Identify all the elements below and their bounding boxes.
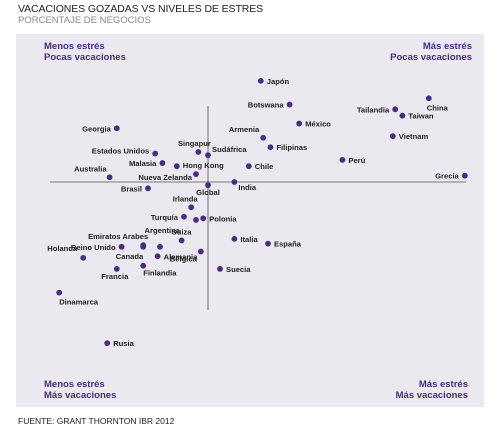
point-taiwan	[399, 112, 406, 119]
point-filipinas	[267, 144, 274, 151]
point-georgia	[113, 125, 120, 132]
point-label-suiza: Suiza	[172, 227, 193, 236]
point-label-botswana: Botswana	[248, 101, 285, 110]
point-estados-unidos	[152, 150, 159, 157]
point-label-finlandia: Finlandia	[143, 269, 177, 278]
point-mexico	[296, 120, 303, 127]
quadrant-label-top-right: Más estrés	[423, 41, 472, 52]
point-label-turquia: Turquía	[151, 213, 179, 222]
point-peru	[339, 156, 346, 163]
point-argentina	[193, 217, 199, 223]
point-singapur	[195, 149, 202, 155]
point-label-singapur: Singapur	[178, 139, 211, 148]
point-label-irlanda: Irlanda	[173, 194, 199, 203]
point-francia	[113, 266, 120, 272]
point-irlanda	[188, 204, 195, 211]
point-italia	[231, 235, 238, 242]
point-label-chile: Chile	[255, 162, 274, 171]
point-label-argentina: Argentina	[145, 226, 181, 235]
point-label-vietnam: Vietnam	[399, 132, 429, 141]
quadrant-label-top-right: Pocas vacaciones	[390, 52, 472, 63]
point-finlandia	[140, 262, 147, 269]
point-turquia	[181, 213, 187, 220]
data-points: Japón Botswana China Tailandia Taiwan Armenia…	[47, 77, 468, 348]
point-malasia	[159, 160, 166, 166]
point-label-espana: España	[274, 240, 302, 249]
quadrant-label-bottom-right: Más vacaciones	[396, 390, 468, 401]
point-hong-kong	[173, 163, 180, 170]
point-label-filipinas: Filipinas	[276, 143, 307, 152]
point-label-rusia: Rusia	[113, 339, 134, 348]
point-label-francia: Francia	[101, 272, 129, 281]
point-polonia	[200, 215, 207, 222]
point-suiza	[178, 237, 185, 244]
point-japon	[257, 77, 264, 84]
point-dinamarca	[56, 289, 63, 296]
point-label-armenia: Armenia	[229, 125, 260, 134]
point-label-belgica-2: Bélgica	[170, 255, 198, 264]
point-label-georgia: Georgia	[82, 124, 111, 133]
point-label-alemania: Alemania	[164, 252, 199, 261]
point-label-brasil: Brasil	[121, 184, 142, 193]
point-label-tailandia: Tailandia	[357, 105, 390, 114]
point-label-hong-kong: Hong Kong	[183, 161, 224, 170]
point-label-dinamarca: Dinamarca	[59, 298, 99, 307]
point-canada	[140, 243, 147, 250]
point-tailandia	[392, 106, 399, 113]
point-grecia	[461, 172, 468, 179]
point-suecia	[217, 266, 223, 272]
source-note: FUENTE: GRANT THORNTON IBR 2012	[18, 416, 175, 426]
point-armenia	[260, 134, 267, 141]
point-label-mexico: México	[305, 120, 331, 129]
point-label-china: China	[427, 103, 449, 112]
chart-panel: Menos estrés Pocas vacaciones Más estrés Po…	[16, 34, 484, 407]
point-label-malasia: Malasia	[129, 159, 157, 168]
point-label-global: Global	[196, 188, 220, 197]
point-label-india: India	[238, 183, 256, 192]
point-vietnam	[389, 133, 396, 140]
point-holanda	[80, 254, 87, 261]
point-label-grecia: Grecia	[435, 172, 459, 181]
point-nueva-zelanda	[193, 171, 199, 178]
point-global	[205, 182, 211, 189]
point-label-suecia: Suecia	[226, 265, 251, 274]
point-label-australia: Australia	[74, 164, 107, 173]
quadrant-label-top-left: Pocas vacaciones	[44, 52, 126, 63]
point-brasil	[145, 185, 151, 192]
chart-subtitle: PORCENTAJE DE NEGOCIOS	[18, 15, 151, 26]
point-label-canada: Canada	[116, 252, 144, 261]
point-label-japon: Japón	[267, 77, 290, 86]
point-espana	[265, 240, 271, 247]
point-india	[231, 179, 238, 185]
point-label-peru: Perú	[348, 156, 365, 165]
point-chile	[245, 163, 252, 170]
point-botswana	[286, 101, 293, 108]
point-sudafrica	[205, 152, 211, 159]
chart-title: VACACIONES GOZADAS VS NIVELES DE ESTRES	[18, 3, 264, 15]
point-reino-unido	[118, 243, 125, 250]
point-australia	[106, 174, 113, 181]
point-label-nueva-zelanda: Nueva Zelanda	[138, 173, 192, 182]
point-label-taiwan: Taiwan	[408, 112, 434, 121]
point-label-estados-unidos: Estados Unidos	[92, 147, 149, 156]
point-label-holanda: Holanda	[47, 244, 78, 253]
quadrant-label-bottom-left: Más vacaciones	[44, 390, 116, 401]
point-alemania	[154, 253, 161, 260]
point-label-emiratos-arabes: Emiratos Arabes	[88, 232, 148, 241]
point-label-polonia: Polonia	[209, 214, 237, 223]
point-label-italia: Italia	[240, 235, 258, 244]
point-belgica-2	[197, 248, 204, 255]
point-belgica	[157, 243, 163, 250]
quadrant-label-bottom-left: Menos estrés	[44, 379, 105, 390]
point-label-sudafrica: Sudáfrica	[212, 145, 247, 154]
point-label-reino-unido: Reino Unido	[71, 243, 116, 252]
quadrant-label-top-left: Menos estrés	[44, 41, 105, 52]
quadrant-label-bottom-right: Más estrés	[419, 379, 468, 390]
point-rusia	[104, 340, 111, 347]
point-china	[425, 95, 432, 102]
